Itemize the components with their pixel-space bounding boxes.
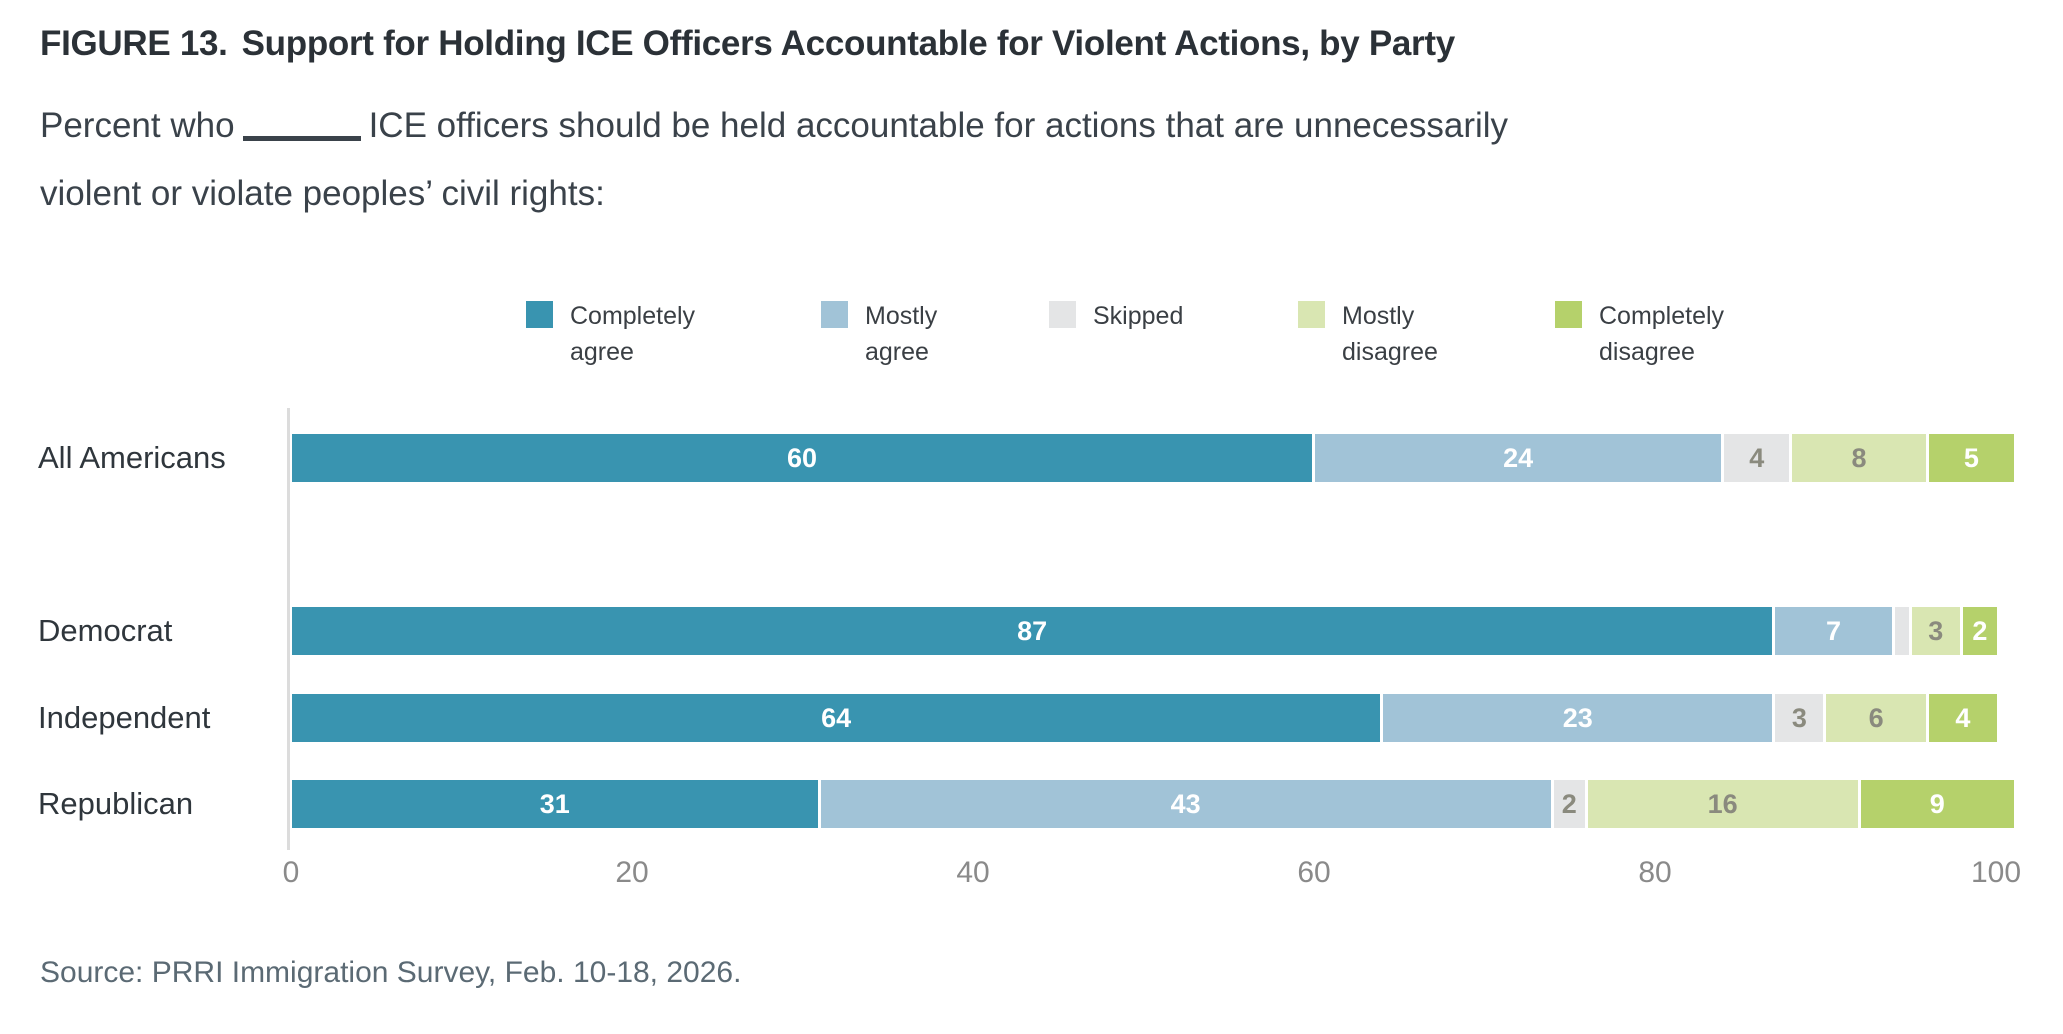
bar-segment-completely-disagree: 4 [1928, 694, 1997, 742]
row-label-democrat: Democrat [38, 613, 173, 648]
bar-row-all-americans: 60 24 4 8 5 [292, 434, 2015, 482]
subtitle-line-1: Percent who ICE officers should be held a… [40, 92, 2030, 160]
legend-item-mostly-disagree: Mostly disagree [1298, 298, 1438, 370]
legend-label: Completely disagree [1599, 302, 1725, 366]
row-label-independent: Independent [38, 700, 211, 735]
x-axis-tick-60: 60 [1297, 856, 1331, 889]
bar-segment-completely-agree: 64 [292, 694, 1384, 742]
legend-swatch-icon [1298, 301, 1325, 328]
bar-value-label: 4 [1955, 702, 1971, 733]
x-axis-tick-100: 100 [1970, 856, 2022, 889]
legend-label: Mostly disagree [1342, 302, 1438, 366]
bar-value-label: 24 [1503, 442, 1534, 473]
legend-label: Skipped [1093, 302, 1184, 330]
bar-value-label: 2 [1561, 788, 1577, 819]
legend-item-skipped: Skipped [1049, 298, 1183, 334]
bar-segment-mostly-agree: 43 [820, 780, 1554, 828]
source-note: Source: PRRI Immigration Survey, Feb. 10… [40, 956, 742, 989]
bar-segment-completely-disagree: 2 [1962, 607, 1997, 655]
figure-title-text: Support for Holding ICE Officers Account… [241, 24, 1456, 63]
legend-swatch-icon [1555, 301, 1582, 328]
legend-item-completely-disagree: Completely disagree [1555, 298, 1724, 370]
bar-value-label: 5 [1963, 442, 1979, 473]
bar-segment-completely-agree: 60 [292, 434, 1315, 482]
legend-swatch-icon [1049, 301, 1076, 328]
bar-segment-skipped [1894, 607, 1912, 655]
legend-item-mostly-agree: Mostly agree [821, 298, 937, 370]
blank-underline [242, 112, 361, 141]
bar-value-label: 3 [1791, 702, 1807, 733]
subtitle-line-2: violent or violate peoples’ civil rights… [40, 174, 605, 213]
chart-subtitle: Percent who ICE officers should be held a… [40, 92, 2030, 228]
bar-segment-skipped: 3 [1775, 694, 1827, 742]
subtitle-line1-rest: ICE officers should be held accountable … [368, 106, 1509, 145]
bar-value-label: 64 [821, 702, 852, 733]
bar-segment-mostly-disagree: 8 [1792, 434, 1929, 482]
bar-segment-mostly-disagree: 3 [1911, 607, 1963, 655]
bar-value-label: 23 [1562, 702, 1593, 733]
legend-label: Completely agree [570, 302, 696, 366]
x-axis-tick-40: 40 [956, 856, 990, 889]
legend-swatch-icon [821, 301, 848, 328]
bar-segment-mostly-agree: 24 [1315, 434, 1725, 482]
bar-segment-completely-disagree: 5 [1928, 434, 2015, 482]
bar-row-independent: 64 23 3 6 4 [292, 694, 1997, 742]
legend-item-completely-agree: Completely agree [526, 298, 695, 370]
bar-value-label: 9 [1929, 788, 1945, 819]
bar-value-label: 16 [1707, 788, 1738, 819]
x-axis-tick-20: 20 [615, 856, 649, 889]
bar-segment-skipped: 4 [1724, 434, 1793, 482]
bar-value-label: 60 [786, 442, 818, 473]
bar-value-label: 7 [1826, 615, 1842, 646]
bar-segment-completely-agree: 31 [292, 780, 821, 828]
bar-value-label: 43 [1170, 788, 1201, 819]
bar-segment-mostly-disagree: 16 [1587, 780, 1861, 828]
bar-value-label: 6 [1868, 702, 1884, 733]
legend-label: Mostly agree [865, 302, 938, 366]
bar-value-label: 3 [1928, 615, 1944, 646]
bar-segment-skipped: 2 [1553, 780, 1588, 828]
bar-value-label: 87 [1017, 615, 1048, 646]
legend-swatch-icon [526, 301, 553, 328]
bar-segment-mostly-agree: 7 [1775, 607, 1895, 655]
bar-row-republican: 31 43 2 16 9 [292, 780, 2015, 828]
bar-value-label: 2 [1972, 615, 1988, 646]
figure-number-label: FIGURE 13. [40, 24, 228, 63]
bar-value-label: 31 [539, 788, 570, 819]
page-title: FIGURE 13. Support for Holding ICE Office… [40, 24, 2030, 64]
subtitle-prefix: Percent who [40, 106, 235, 145]
row-label-republican: Republican [38, 786, 194, 821]
bar-segment-completely-agree: 87 [292, 607, 1776, 655]
x-axis-tick-80: 80 [1638, 856, 1672, 889]
y-axis-line [287, 408, 290, 850]
bar-segment-mostly-agree: 23 [1383, 694, 1776, 742]
row-label-all-americans: All Americans [38, 440, 226, 475]
chart-legend: Completely agree Mostly agree Skipped Mostl… [0, 298, 2063, 388]
bar-value-label: 8 [1851, 442, 1867, 473]
bar-row-democrat: 87 7 3 2 [292, 607, 1997, 655]
bar-value-label: 4 [1749, 442, 1765, 473]
bar-segment-completely-disagree: 9 [1860, 780, 2015, 828]
bar-segment-mostly-disagree: 6 [1826, 694, 1929, 742]
x-axis-tick-0: 0 [282, 856, 300, 889]
